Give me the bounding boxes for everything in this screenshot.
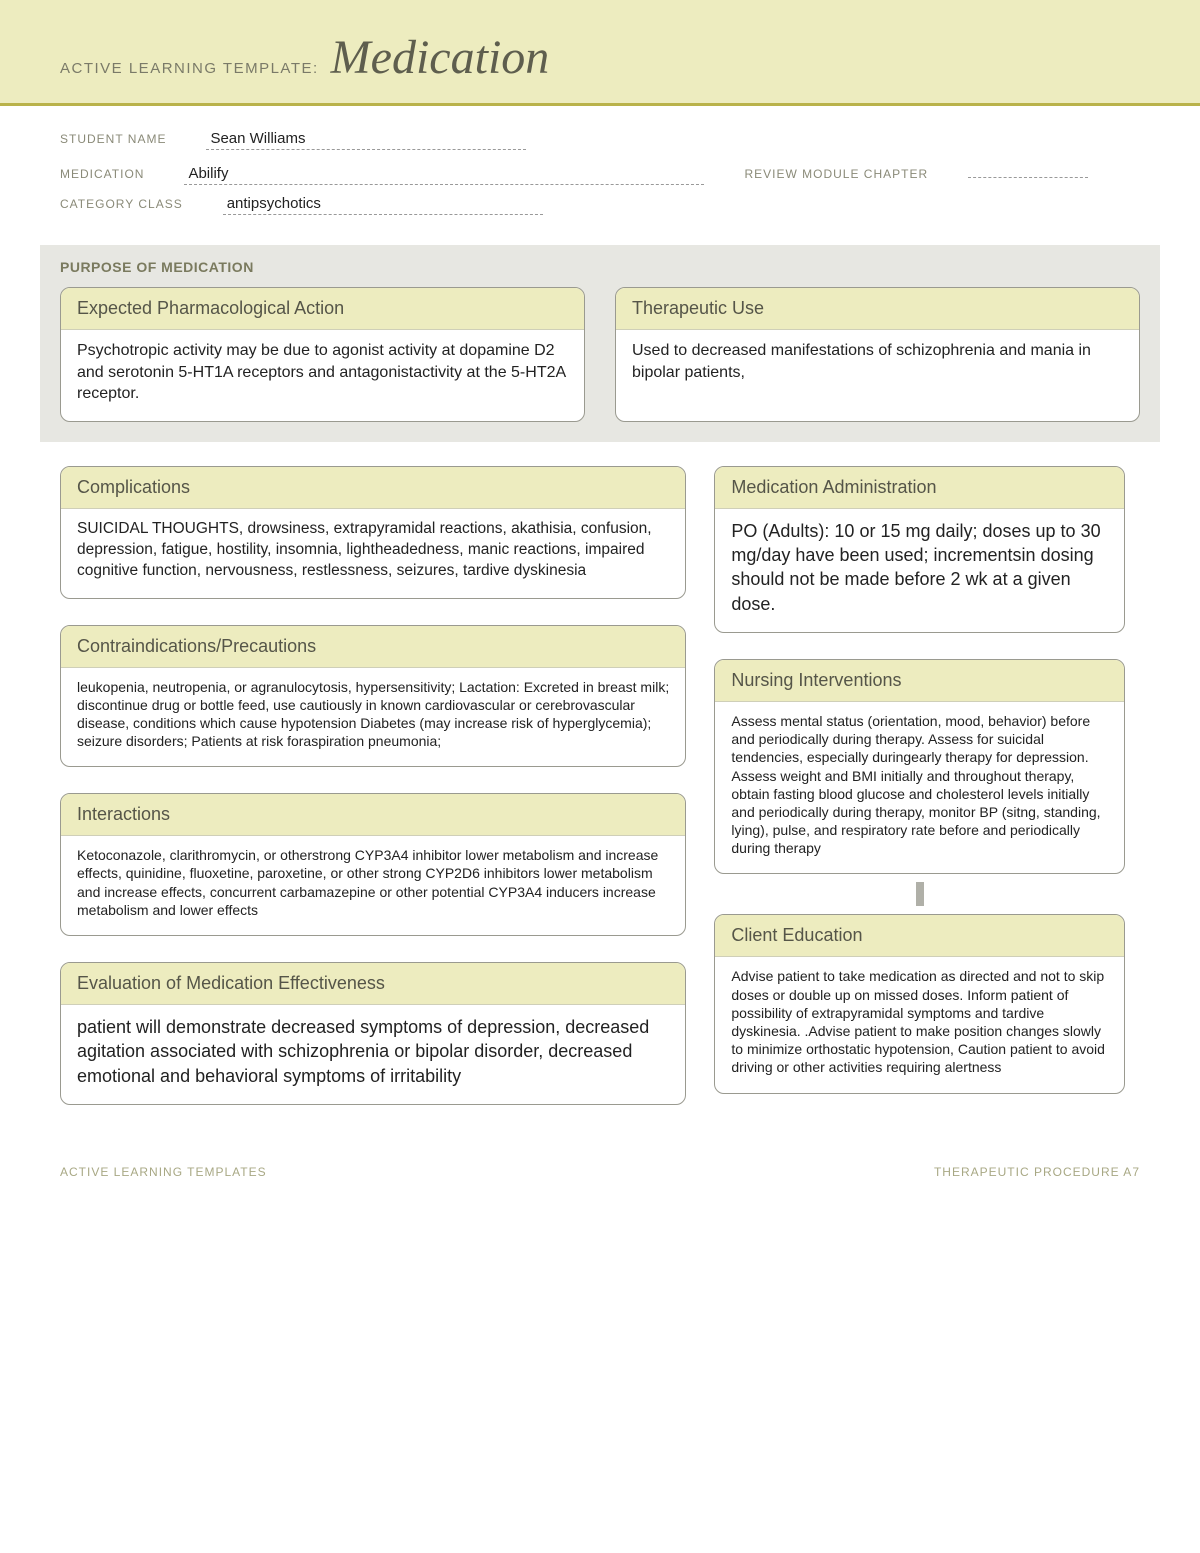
complications-body: SUICIDAL THOUGHTS, drowsiness, extrapyra… xyxy=(61,509,685,598)
banner-title: Medication xyxy=(331,30,550,85)
contraindications-body: leukopenia, neutropenia, or agranulocyto… xyxy=(61,668,685,767)
client-education-body: Advise patient to take medication as dir… xyxy=(715,957,1123,1092)
nursing-interventions-card: Nursing Interventions Assess mental stat… xyxy=(714,659,1124,875)
evaluation-body: patient will demonstrate decreased sympt… xyxy=(61,1005,685,1104)
banner-prefix: ACTIVE LEARNING TEMPLATE: xyxy=(60,60,319,77)
nursing-interventions-title: Nursing Interventions xyxy=(715,660,1123,702)
pharmacological-action-card: Expected Pharmacological Action Psychotr… xyxy=(60,287,585,422)
review-module-field[interactable] xyxy=(968,160,1088,178)
therapeutic-use-title: Therapeutic Use xyxy=(616,288,1139,330)
pharmacological-action-body: Psychotropic activity may be due to agon… xyxy=(61,330,584,421)
therapeutic-use-card: Therapeutic Use Used to decreased manife… xyxy=(615,287,1140,422)
medication-admin-card: Medication Administration PO (Adults): 1… xyxy=(714,466,1124,633)
purpose-section-title: PURPOSE OF MEDICATION xyxy=(60,259,1140,275)
therapeutic-use-body: Used to decreased manifestations of schi… xyxy=(616,330,1139,399)
interactions-body: Ketoconazole, clarithromycin, or otherst… xyxy=(61,836,685,935)
contraindications-card: Contraindications/Precautions leukopenia… xyxy=(60,625,686,768)
connector-line xyxy=(916,882,924,906)
left-column: Complications SUICIDAL THOUGHTS, drowsin… xyxy=(60,466,686,1105)
form-area: STUDENT NAME Sean Williams MEDICATION Ab… xyxy=(0,106,1200,235)
student-name-label: STUDENT NAME xyxy=(60,132,166,146)
nursing-interventions-body: Assess mental status (orientation, mood,… xyxy=(715,702,1123,874)
student-name-field[interactable]: Sean Williams xyxy=(206,130,526,150)
footer-left: ACTIVE LEARNING TEMPLATES xyxy=(60,1165,267,1179)
interactions-card: Interactions Ketoconazole, clarithromyci… xyxy=(60,793,686,936)
evaluation-card: Evaluation of Medication Effectiveness p… xyxy=(60,962,686,1105)
client-education-card: Client Education Advise patient to take … xyxy=(714,914,1124,1093)
review-module-label: REVIEW MODULE CHAPTER xyxy=(744,167,928,181)
contraindications-title: Contraindications/Precautions xyxy=(61,626,685,668)
medication-label: MEDICATION xyxy=(60,167,144,181)
header-banner: ACTIVE LEARNING TEMPLATE: Medication xyxy=(0,0,1200,106)
medication-admin-body: PO (Adults): 10 or 15 mg daily; doses up… xyxy=(715,509,1123,632)
interactions-title: Interactions xyxy=(61,794,685,836)
client-education-title: Client Education xyxy=(715,915,1123,957)
evaluation-title: Evaluation of Medication Effectiveness xyxy=(61,963,685,1005)
category-class-field[interactable]: antipsychotics xyxy=(223,195,543,215)
medication-admin-title: Medication Administration xyxy=(715,467,1123,509)
purpose-section: PURPOSE OF MEDICATION Expected Pharmacol… xyxy=(40,245,1160,442)
complications-title: Complications xyxy=(61,467,685,509)
right-column: Medication Administration PO (Adults): 1… xyxy=(714,466,1124,1094)
footer: ACTIVE LEARNING TEMPLATES THERAPEUTIC PR… xyxy=(0,1135,1200,1209)
footer-right: THERAPEUTIC PROCEDURE A7 xyxy=(934,1165,1140,1179)
category-class-label: CATEGORY CLASS xyxy=(60,197,183,211)
complications-card: Complications SUICIDAL THOUGHTS, drowsin… xyxy=(60,466,686,599)
medication-field[interactable]: Abilify xyxy=(184,165,704,185)
main-grid: Complications SUICIDAL THOUGHTS, drowsin… xyxy=(0,442,1200,1135)
pharmacological-action-title: Expected Pharmacological Action xyxy=(61,288,584,330)
